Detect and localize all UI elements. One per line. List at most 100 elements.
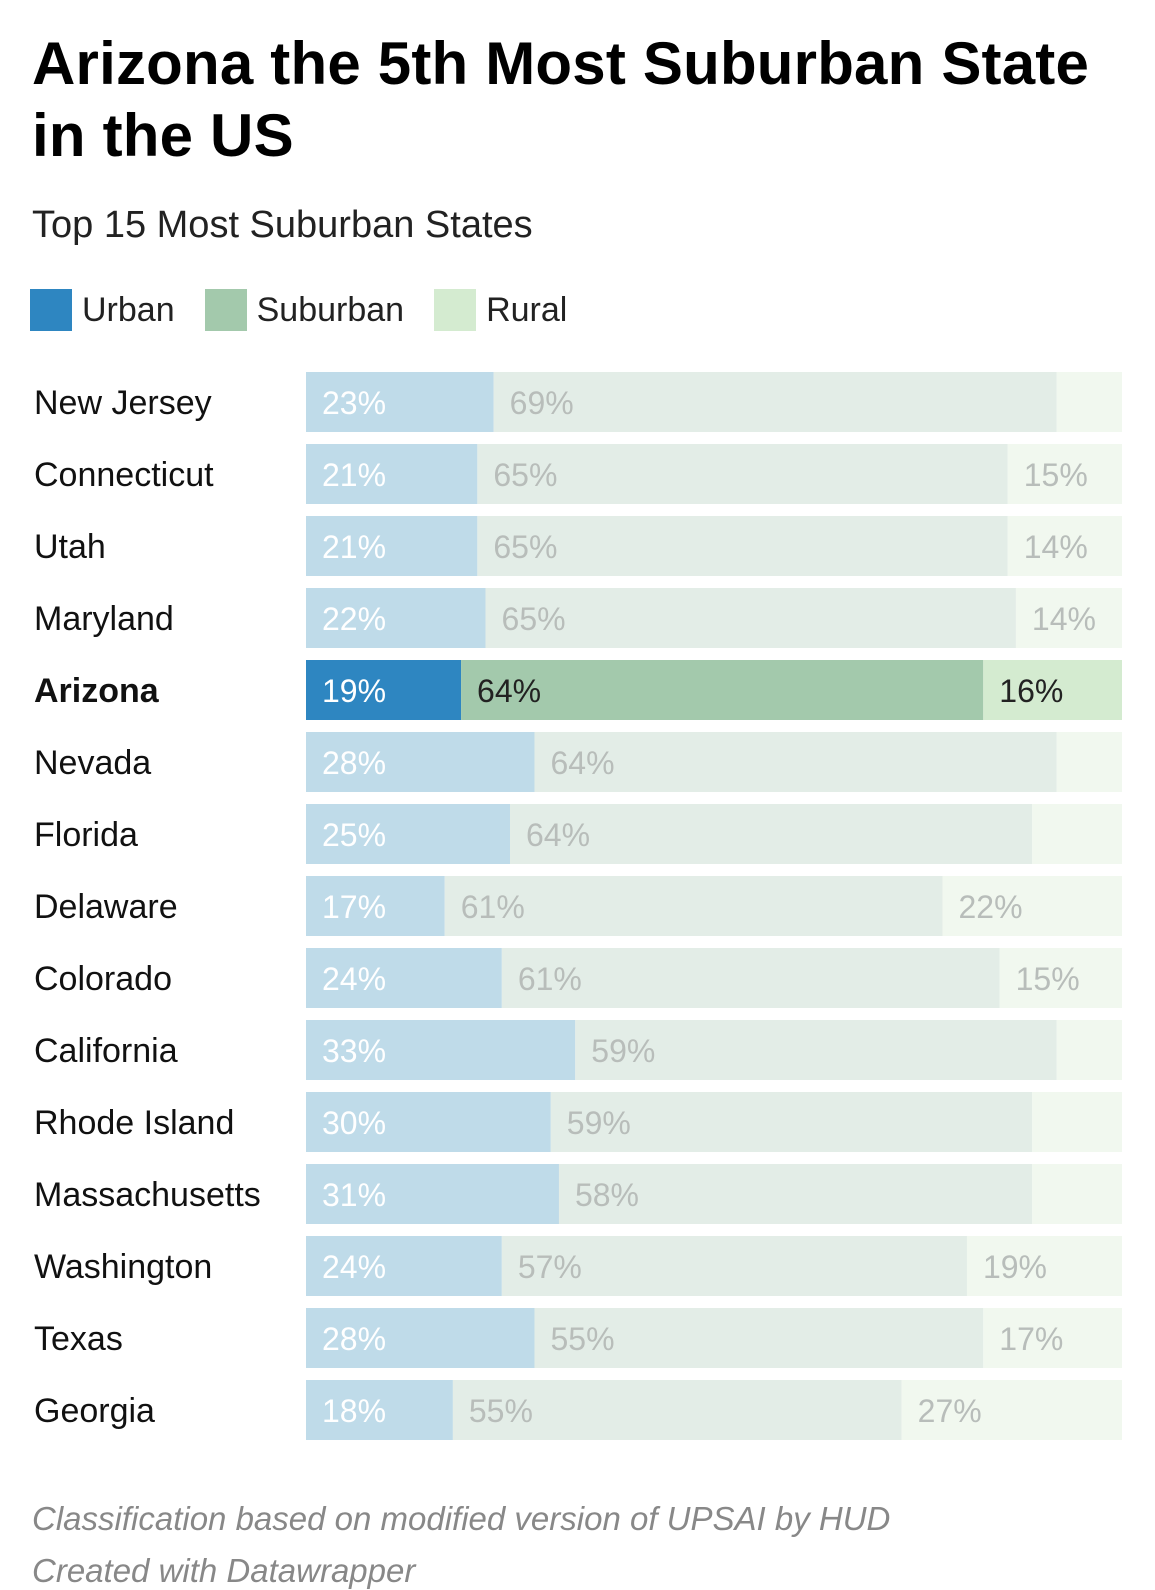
bar-rural-nevada	[1056, 732, 1122, 792]
data-label-urban-delaware: 17%	[322, 889, 386, 925]
data-label-rural-texas: 17%	[999, 1321, 1063, 1357]
bar-urban-washington	[306, 1236, 502, 1296]
data-label-urban-arizona: 19%	[322, 673, 386, 709]
category-label-colorado: Colorado	[34, 960, 172, 998]
bar-rural-georgia	[901, 1380, 1122, 1440]
bar-rural-washington	[966, 1236, 1122, 1296]
legend: Urban Suburban Rural	[30, 287, 597, 333]
bar-suburban-arizona	[461, 660, 984, 720]
bar-urban-california	[306, 1020, 576, 1080]
bar-urban-new-jersey	[306, 372, 494, 432]
bar-rural-massachusetts	[1032, 1164, 1122, 1224]
bar-rural-new-jersey	[1056, 372, 1122, 432]
data-label-urban-rhode-island: 30%	[322, 1105, 386, 1141]
category-label-new-jersey: New Jersey	[34, 384, 212, 422]
data-label-rural-connecticut: 15%	[1024, 457, 1088, 493]
category-label-massachusetts: Massachusetts	[34, 1176, 261, 1214]
data-label-urban-connecticut: 21%	[322, 457, 386, 493]
data-label-suburban-connecticut: 65%	[493, 457, 557, 493]
data-label-urban-washington: 24%	[322, 1249, 386, 1285]
bar-suburban-california	[575, 1020, 1057, 1080]
bar-suburban-georgia	[452, 1380, 902, 1440]
bar-urban-massachusetts	[306, 1164, 559, 1224]
category-label-delaware: Delaware	[34, 888, 178, 926]
bar-suburban-florida	[510, 804, 1033, 864]
bar-rural-california	[1056, 1020, 1122, 1080]
data-label-suburban-new-jersey: 69%	[510, 385, 574, 421]
bar-urban-maryland	[306, 588, 486, 648]
data-label-suburban-colorado: 61%	[518, 961, 582, 997]
bar-rural-rhode-island	[1032, 1092, 1122, 1152]
data-label-suburban-california: 59%	[591, 1033, 655, 1069]
legend-label-rural: Rural	[486, 290, 568, 329]
bar-urban-georgia	[306, 1380, 453, 1440]
stacked-bar-chart: New Jersey 23% 69% Connecticut 21% 65% 15% Utah…	[34, 372, 1122, 1440]
category-label-nevada: Nevada	[34, 744, 151, 782]
category-label-georgia: Georgia	[34, 1392, 155, 1430]
bar-urban-florida	[306, 804, 510, 864]
bar-rural-delaware	[942, 876, 1122, 936]
bar-urban-utah	[306, 516, 478, 576]
bar-urban-nevada	[306, 732, 535, 792]
category-label-arizona: Arizona	[34, 672, 160, 710]
bar-suburban-rhode-island	[550, 1092, 1033, 1152]
data-label-suburban-arizona: 64%	[477, 673, 541, 709]
data-label-rural-georgia: 27%	[918, 1393, 982, 1429]
data-label-urban-massachusetts: 31%	[322, 1177, 386, 1213]
legend-label-suburban: Suburban	[256, 290, 405, 329]
bar-rural-connecticut	[1007, 444, 1122, 504]
data-label-urban-florida: 25%	[322, 817, 386, 853]
legend-item-suburban: Suburban	[204, 289, 405, 331]
data-label-suburban-massachusetts: 58%	[575, 1177, 639, 1213]
category-label-maryland: Maryland	[34, 600, 174, 638]
bar-suburban-delaware	[444, 876, 943, 936]
footnote: Classification based on modified version…	[32, 1500, 891, 1537]
category-label-florida: Florida	[34, 816, 138, 854]
bar-rural-arizona	[983, 660, 1122, 720]
bar-suburban-colorado	[501, 948, 1000, 1008]
data-label-rural-washington: 19%	[983, 1249, 1047, 1285]
data-label-rural-colorado: 15%	[1016, 961, 1080, 997]
bar-rural-utah	[1007, 516, 1122, 576]
data-label-suburban-utah: 65%	[493, 529, 557, 565]
data-label-rural-utah: 14%	[1024, 529, 1088, 565]
category-label-utah: Utah	[34, 528, 106, 566]
data-label-urban-nevada: 28%	[322, 745, 386, 781]
bar-urban-colorado	[306, 948, 502, 1008]
data-label-urban-texas: 28%	[322, 1321, 386, 1357]
category-label-texas: Texas	[34, 1320, 123, 1358]
bar-suburban-texas	[534, 1308, 984, 1368]
data-label-urban-california: 33%	[322, 1033, 386, 1069]
legend-item-urban: Urban	[30, 289, 175, 331]
data-label-urban-new-jersey: 23%	[322, 385, 386, 421]
category-label-rhode-island: Rhode Island	[34, 1104, 234, 1142]
bar-urban-connecticut	[306, 444, 478, 504]
bar-suburban-maryland	[485, 588, 1016, 648]
chart-title: Arizona the 5th Most Suburban State in t…	[32, 30, 1090, 169]
data-label-urban-utah: 21%	[322, 529, 386, 565]
data-label-rural-arizona: 16%	[999, 673, 1063, 709]
data-label-suburban-georgia: 55%	[469, 1393, 533, 1429]
data-label-suburban-texas: 55%	[550, 1321, 614, 1357]
category-label-washington: Washington	[34, 1248, 212, 1286]
data-label-rural-delaware: 22%	[958, 889, 1022, 925]
data-label-urban-georgia: 18%	[322, 1393, 386, 1429]
category-label-california: California	[34, 1032, 178, 1070]
data-label-rural-maryland: 14%	[1032, 601, 1096, 637]
category-label-connecticut: Connecticut	[34, 456, 214, 494]
bar-suburban-connecticut	[477, 444, 1008, 504]
legend-item-rural: Rural	[434, 289, 567, 331]
bar-rural-maryland	[1015, 588, 1122, 648]
legend-swatch-urban	[30, 289, 72, 331]
source-note: Created with Datawrapper	[32, 1552, 416, 1589]
legend-label-urban: Urban	[82, 290, 175, 329]
data-label-suburban-delaware: 61%	[461, 889, 525, 925]
bar-suburban-utah	[477, 516, 1008, 576]
data-label-suburban-rhode-island: 59%	[567, 1105, 631, 1141]
bar-urban-rhode-island	[306, 1092, 551, 1152]
data-label-suburban-nevada: 64%	[550, 745, 614, 781]
data-label-urban-colorado: 24%	[322, 961, 386, 997]
bar-suburban-massachusetts	[558, 1164, 1033, 1224]
legend-swatch-rural	[434, 289, 477, 331]
bar-suburban-washington	[501, 1236, 967, 1296]
